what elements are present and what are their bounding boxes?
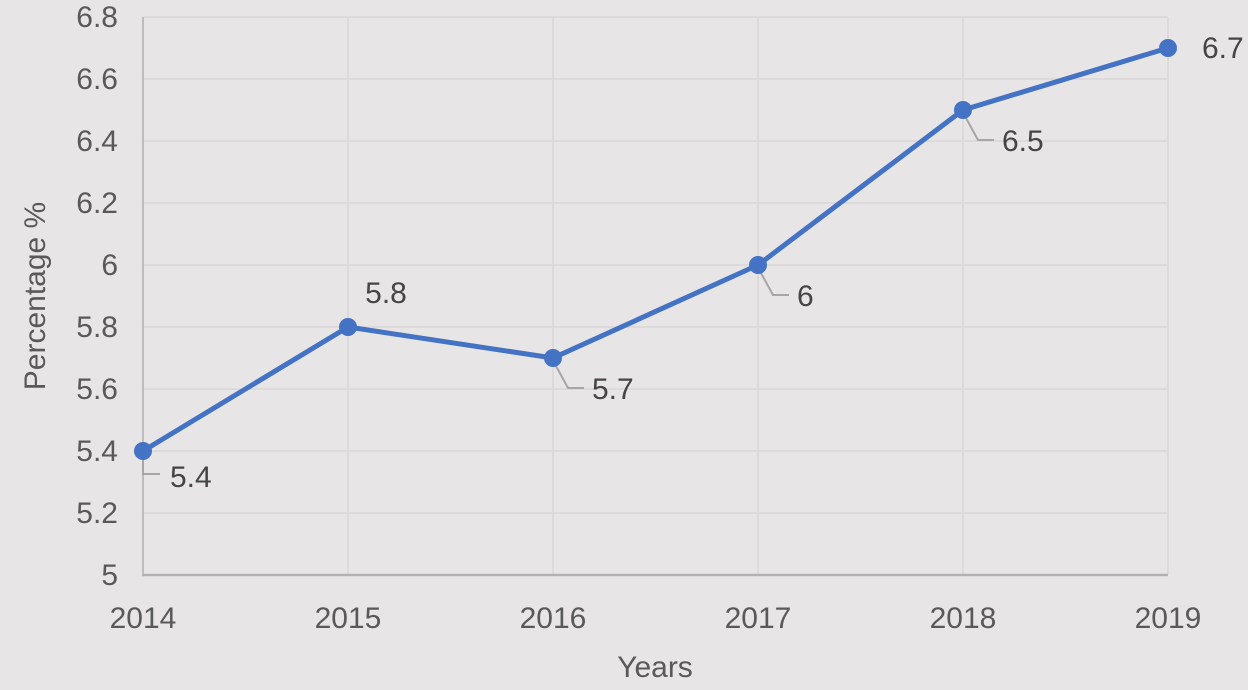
- x-axis-title: Years: [617, 651, 693, 684]
- y-tick-label: 5.4: [76, 435, 118, 468]
- data-point-marker: [954, 101, 972, 119]
- data-label-leader: [555, 365, 584, 389]
- y-tick-label: 5.8: [76, 311, 118, 344]
- y-tick-label: 6.6: [76, 63, 118, 96]
- series-line: [140, 45, 1171, 454]
- data-label: 6.5: [1002, 125, 1044, 158]
- y-tick-label: 6: [101, 249, 118, 282]
- data-point-marker: [339, 318, 357, 336]
- x-tick-label: 2015: [315, 602, 382, 635]
- y-tick-label: 5.2: [76, 497, 118, 530]
- data-label-leader: [142, 459, 160, 475]
- y-tick-label: 5: [101, 559, 118, 592]
- data-label: 6: [797, 280, 814, 313]
- y-tick-label: 5.6: [76, 373, 118, 406]
- data-label: 6.7: [1202, 32, 1244, 65]
- x-tick-label: 2014: [110, 602, 177, 635]
- data-label: 5.7: [592, 373, 634, 406]
- data-point-marker: [749, 256, 767, 274]
- y-tick-label: 6.4: [76, 125, 118, 158]
- data-point-marker: [134, 442, 152, 460]
- data-label-leader: [965, 117, 994, 141]
- y-tick-label: 6.8: [76, 1, 118, 34]
- data-label-leader: [760, 272, 789, 296]
- data-point-marker: [1159, 39, 1177, 57]
- data-label: 5.8: [365, 277, 407, 310]
- x-tick-label: 2017: [725, 602, 792, 635]
- y-axis-title: Percentage %: [19, 201, 52, 391]
- y-tick-label: 6.2: [76, 187, 118, 220]
- x-tick-label: 2016: [520, 602, 587, 635]
- x-tick-label: 2018: [930, 602, 997, 635]
- data-point-marker: [544, 349, 562, 367]
- x-tick-label: 2019: [1135, 602, 1202, 635]
- data-label: 5.4: [170, 461, 212, 494]
